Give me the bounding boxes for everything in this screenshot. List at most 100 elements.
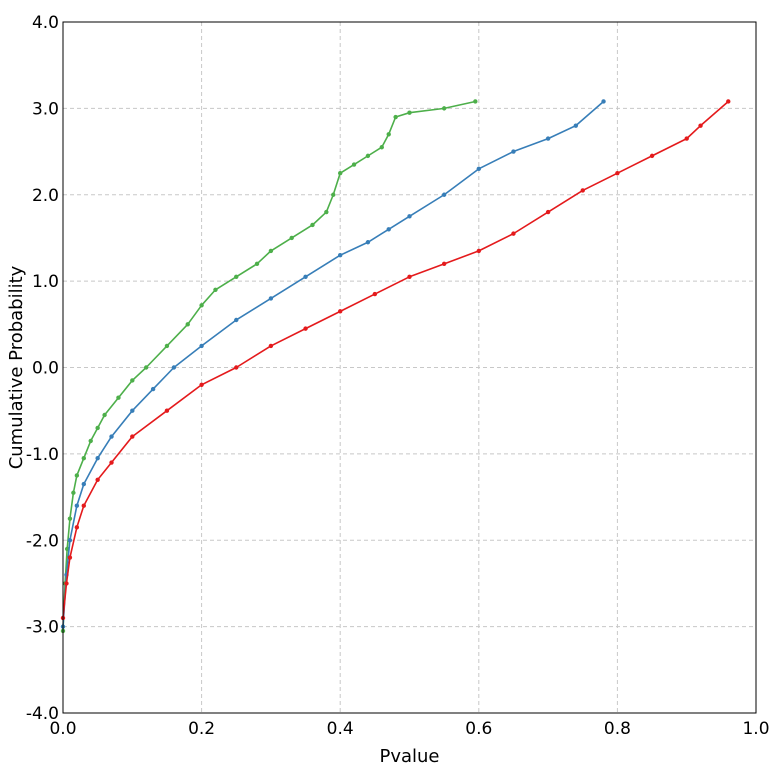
data-point (379, 145, 384, 150)
data-point (386, 132, 391, 137)
data-point (615, 170, 620, 176)
y-tick-label: -1.0 (26, 445, 59, 465)
data-point (199, 303, 204, 308)
data-point (372, 291, 378, 297)
y-axis: -4.0 -3.0 -2.0 -1.0 0.0 1.0 2.0 3.0 4.0 (26, 13, 59, 724)
y-tick-label: 1.0 (32, 272, 59, 292)
data-point (698, 123, 703, 128)
series-1 (60, 99, 478, 634)
y-tick-label: 3.0 (32, 99, 59, 119)
data-point (164, 343, 170, 349)
data-point (268, 296, 274, 301)
data-point (254, 261, 260, 267)
data-point (81, 455, 86, 461)
data-point (393, 114, 398, 120)
data-point (573, 123, 579, 128)
data-point (130, 434, 135, 439)
data-point (338, 170, 343, 176)
data-point (81, 481, 86, 487)
data-point (268, 343, 274, 349)
data-point (234, 317, 239, 323)
y-axis-title: Cumulative Probability (6, 265, 27, 469)
data-point (234, 274, 239, 280)
data-point (95, 477, 100, 482)
data-point (74, 503, 80, 508)
data-point (476, 166, 481, 172)
data-point (365, 240, 371, 245)
data-point (116, 395, 121, 400)
data-point (365, 153, 371, 159)
series-3 (60, 99, 731, 621)
data-point (441, 261, 447, 267)
data-point (310, 222, 315, 228)
data-point (351, 162, 357, 167)
data-point (473, 99, 478, 104)
data-point (67, 538, 73, 543)
data-point (649, 153, 655, 159)
data-point (185, 322, 190, 327)
data-point (130, 378, 135, 383)
data-point (71, 490, 76, 495)
data-point (580, 188, 585, 193)
series-2 (60, 99, 606, 629)
x-tick-label: 0.4 (327, 719, 354, 739)
data-point (102, 412, 107, 418)
x-tick-label: 0.6 (465, 719, 492, 739)
data-point (143, 365, 149, 370)
data-point (441, 106, 447, 111)
data-point (407, 274, 412, 280)
data-point (74, 473, 80, 478)
data-point (95, 455, 100, 461)
data-point (511, 231, 516, 236)
data-point (164, 408, 170, 413)
data-point (171, 365, 177, 370)
data-point (199, 343, 204, 349)
data-point (407, 110, 412, 115)
data-point (726, 99, 731, 104)
x-tick-label: 0.0 (49, 719, 76, 739)
data-point (441, 192, 447, 197)
y-tick-label: 2.0 (32, 186, 59, 206)
data-point (511, 149, 516, 154)
data-point (684, 136, 689, 141)
data-point (289, 235, 294, 241)
data-point (545, 209, 551, 215)
y-tick-label: -4.0 (26, 704, 59, 724)
data-point (303, 326, 308, 331)
x-tick-label: 0.2 (188, 719, 215, 739)
data-point (88, 438, 93, 444)
series-layer (60, 99, 731, 634)
data-point (64, 581, 69, 586)
grid (63, 22, 756, 713)
data-point (331, 192, 336, 197)
x-tick-label: 1.0 (742, 719, 769, 739)
x-axis-title: Pvalue (379, 746, 439, 767)
y-tick-label: 0.0 (32, 359, 59, 379)
x-tick-label: 0.8 (604, 719, 631, 739)
data-point (386, 227, 391, 232)
data-point (67, 555, 73, 560)
data-point (338, 253, 343, 258)
data-point (150, 386, 156, 392)
data-point (601, 99, 606, 104)
series-line (62, 100, 476, 631)
plot-frame (62, 21, 757, 714)
data-point (303, 274, 308, 280)
data-point (199, 382, 204, 387)
series-line (62, 100, 605, 627)
y-tick-label: 4.0 (32, 13, 59, 33)
data-point (234, 365, 239, 370)
x-axis: 0.0 0.2 0.4 0.6 0.8 1.0 (49, 719, 769, 739)
data-point (74, 525, 80, 530)
data-point (338, 309, 343, 314)
data-point (95, 425, 100, 431)
data-point (213, 287, 218, 292)
data-point (130, 408, 135, 413)
data-point (476, 248, 481, 254)
data-point (407, 214, 412, 219)
data-point (324, 209, 329, 215)
data-point (67, 516, 73, 521)
series-line (62, 100, 729, 619)
y-tick-label: -3.0 (26, 618, 59, 638)
